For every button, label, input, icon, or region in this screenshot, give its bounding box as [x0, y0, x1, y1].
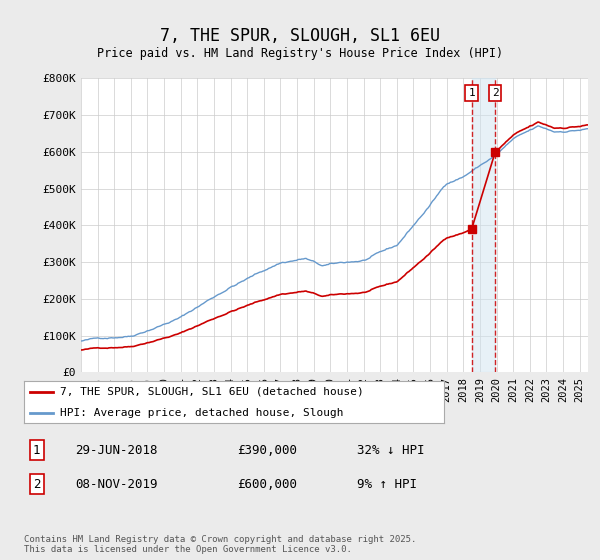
- Text: 2: 2: [33, 478, 41, 491]
- Text: 1: 1: [468, 88, 475, 98]
- Text: 2: 2: [492, 88, 499, 98]
- Text: 7, THE SPUR, SLOUGH, SL1 6EU: 7, THE SPUR, SLOUGH, SL1 6EU: [160, 27, 440, 45]
- Bar: [472, 78, 495, 372]
- Text: Contains HM Land Registry data © Crown copyright and database right 2025.
This d: Contains HM Land Registry data © Crown c…: [24, 535, 416, 554]
- Text: 1: 1: [33, 444, 41, 457]
- Text: HPI: Average price, detached house, Slough: HPI: Average price, detached house, Slou…: [60, 408, 343, 418]
- Text: £390,000: £390,000: [237, 444, 297, 457]
- Text: 7, THE SPUR, SLOUGH, SL1 6EU (detached house): 7, THE SPUR, SLOUGH, SL1 6EU (detached h…: [60, 387, 364, 396]
- Text: 29-JUN-2018: 29-JUN-2018: [75, 444, 157, 457]
- Text: £600,000: £600,000: [237, 478, 297, 491]
- Text: 9% ↑ HPI: 9% ↑ HPI: [357, 478, 417, 491]
- Text: Price paid vs. HM Land Registry's House Price Index (HPI): Price paid vs. HM Land Registry's House …: [97, 46, 503, 60]
- Text: 08-NOV-2019: 08-NOV-2019: [75, 478, 157, 491]
- Text: 32% ↓ HPI: 32% ↓ HPI: [357, 444, 425, 457]
